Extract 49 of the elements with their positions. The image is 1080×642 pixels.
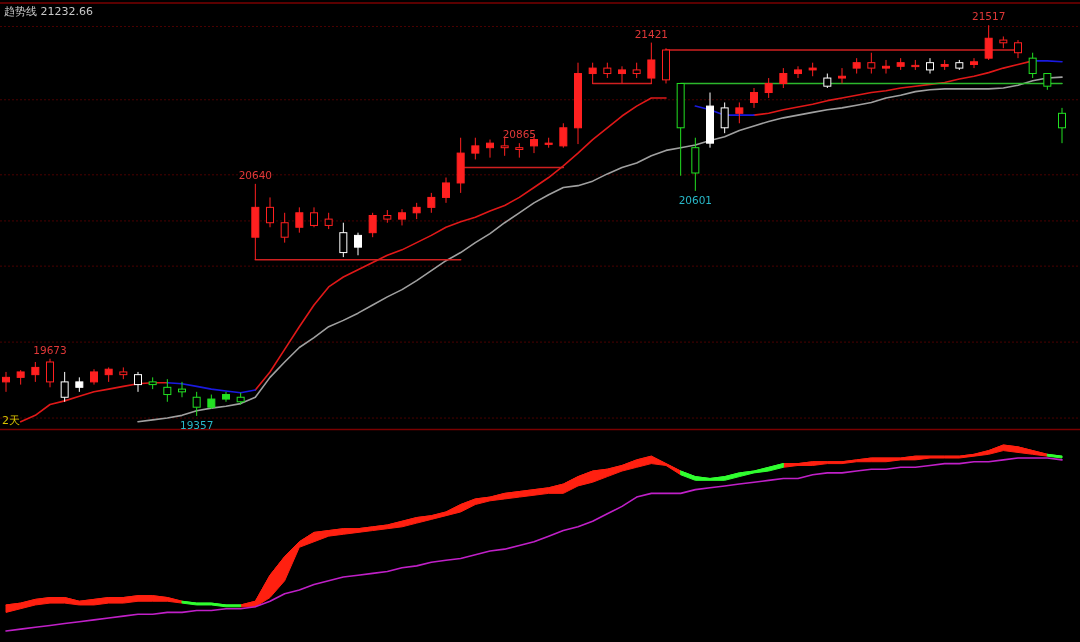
candlestick (735, 101, 744, 124)
candlestick (720, 101, 729, 134)
candlestick (471, 137, 480, 160)
candlestick (46, 358, 54, 388)
candlestick (368, 212, 377, 238)
candlestick (427, 192, 436, 214)
candlestick (779, 67, 788, 89)
candlestick (339, 222, 348, 258)
candlestick (867, 52, 876, 75)
candlestick (266, 196, 274, 228)
candlestick (1058, 107, 1066, 144)
candlestick (2, 371, 10, 393)
annotation: 趋势线 21232.66 (4, 5, 93, 18)
candlestick (618, 65, 626, 84)
candlestick (559, 122, 568, 149)
annotation: 2天 (2, 414, 20, 427)
candlestick (310, 206, 318, 228)
annotation: 21517 (971, 10, 1006, 23)
candlestick (970, 57, 978, 69)
candlestick (984, 24, 993, 61)
candlestick (838, 67, 846, 84)
candlestick (794, 65, 802, 79)
candlestick (647, 42, 656, 84)
annotation: 20640 (238, 168, 273, 181)
candlestick (1014, 39, 1022, 59)
candlestick (31, 361, 40, 383)
candlestick (280, 212, 289, 244)
candlestick (192, 391, 201, 417)
candlestick (500, 137, 509, 157)
candlestick (354, 232, 362, 256)
candlestick (295, 206, 304, 234)
candlestick (764, 77, 773, 99)
candlestick (926, 57, 934, 75)
annotation: 21421 (634, 27, 669, 40)
candlestick (163, 378, 172, 403)
candlestick (398, 208, 406, 226)
candlestick (486, 139, 494, 159)
annotation: 20865 (502, 128, 537, 141)
candlestick (134, 371, 142, 393)
annotation: 19673 (33, 343, 67, 356)
candlestick (178, 381, 186, 398)
annotation: 20601 (678, 193, 713, 206)
candlestick (750, 87, 758, 109)
annotation: 19357 (179, 418, 214, 431)
candlestick (882, 59, 890, 75)
candlestick (442, 177, 450, 204)
candlestick (1028, 52, 1037, 79)
candlestick (60, 371, 69, 403)
candlestick (588, 62, 597, 84)
